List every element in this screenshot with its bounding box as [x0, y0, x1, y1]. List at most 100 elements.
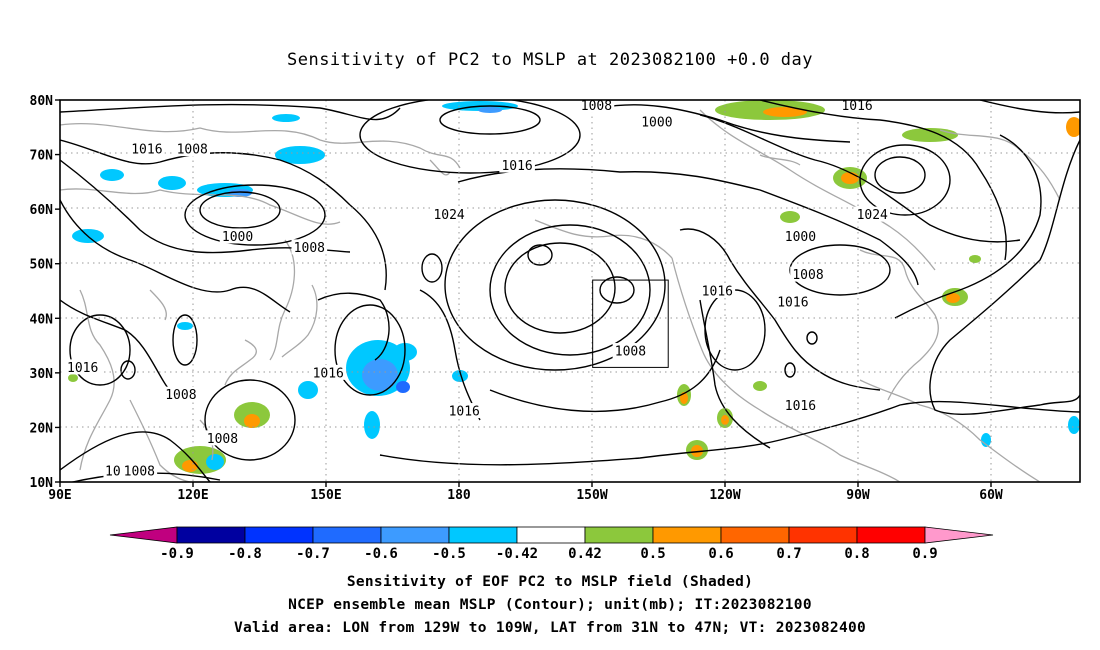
contour-label-bg [219, 228, 256, 244]
contour-label-bg [64, 359, 101, 375]
contour-label-bg [699, 283, 736, 298]
colorbar-swatch [448, 526, 518, 544]
contour-label: 1016 [785, 399, 816, 414]
contour-label: 1016 [501, 159, 532, 174]
contour-label: 1008 [124, 465, 155, 480]
colorbar-label: 0.9 [912, 546, 937, 562]
colorbar-label: 0.7 [776, 546, 801, 562]
contour-label: 1008 [207, 432, 238, 447]
shade-blob [753, 381, 767, 391]
lat-label: 60N [30, 203, 54, 218]
lat-label: 70N [30, 149, 54, 164]
contour-label-bg [291, 239, 328, 255]
gridlines [60, 100, 1080, 482]
shade-blob [244, 414, 260, 428]
colorbar-swatch [380, 526, 450, 544]
contour-label: 1016 [702, 285, 733, 300]
shade-blob [100, 169, 124, 181]
lat-label: 30N [30, 367, 54, 382]
contour-label: 1016 [67, 361, 98, 376]
contour-label-bg [612, 343, 649, 359]
lon-label: 60W [979, 488, 1003, 503]
colorbar-swatch [312, 526, 382, 544]
colorbar-low-arrow [109, 526, 178, 544]
contour-label: 1016 [449, 405, 480, 420]
shade-blob [206, 454, 224, 470]
lon-label: 90E [48, 488, 71, 503]
colorbar-label: 0.8 [844, 546, 869, 562]
longitude-labels: 90E 120E 150E 180 150W 120W 90W 60W [48, 482, 1003, 503]
lat-label: 20N [30, 421, 54, 436]
lat-label: 50N [30, 258, 54, 273]
chart-title: Sensitivity of PC2 to MSLP at 2023082100… [286, 50, 813, 70]
lat-label: 80N [30, 94, 54, 109]
contour-label: 1024 [433, 208, 464, 223]
contour-label-bg [578, 97, 615, 113]
contour-label: 1008 [177, 143, 208, 158]
mslp-contours [60, 100, 1080, 482]
colorbar-swatch [516, 526, 586, 544]
colorbar-label: -0.8 [228, 546, 262, 562]
shade-blob [298, 381, 318, 399]
contour-label-bg [639, 113, 675, 129]
lat-label: 40N [30, 312, 54, 327]
shade-blob [763, 107, 807, 117]
shade-blob [68, 374, 78, 382]
contour-label-bg [310, 364, 347, 380]
contour-label: 1016 [841, 99, 872, 114]
contour-label-bg [431, 206, 467, 222]
colorbar-high-arrow [924, 526, 994, 544]
lon-label: 120W [709, 488, 740, 503]
colorbar-swatch [856, 526, 926, 544]
colorbar-swatch [720, 526, 790, 544]
contour-label-bg [174, 141, 211, 157]
lon-label: 120E [177, 488, 208, 503]
colorbar-label: 0.5 [640, 546, 665, 562]
contour-label-bg [782, 228, 819, 244]
contour-label-bg [839, 97, 875, 113]
contour-label-bg [163, 386, 199, 402]
colorbar: -0.9 -0.8 -0.7 -0.6 -0.5 -0.42 0.42 0.5 0.6 0.7 0.… [109, 526, 994, 562]
lat-label: 10N [30, 476, 54, 491]
colorbar-label: -0.5 [432, 546, 466, 562]
contour-labels: 1008 1016 1000 1016 1008 1016 1024 1024 1000 1000… [64, 97, 891, 480]
contour-label-bg [129, 141, 165, 157]
valid-area-box [592, 279, 669, 368]
shade-blob [478, 107, 502, 113]
coastlines [60, 109, 1061, 482]
contour-label: 1008 [615, 345, 646, 360]
colorbar-label: 0.6 [708, 546, 733, 562]
contour-label-bg [121, 463, 158, 479]
contour-label: 1024 [857, 208, 888, 223]
contour-label: 1000 [785, 230, 816, 245]
colorbar-label: -0.7 [296, 546, 330, 562]
shade-blob [364, 411, 380, 439]
colorbar-swatch [176, 526, 246, 544]
shade-blob [691, 445, 703, 457]
colorbar-label: -0.6 [364, 546, 398, 562]
caption-line-2: NCEP ensemble mean MSLP (Contour); unit(… [288, 597, 812, 613]
shade-blob [158, 176, 186, 190]
contour-label: 1016 [777, 295, 808, 310]
shade-blob [362, 359, 398, 391]
contour-label: 1016 [131, 143, 162, 158]
map-frame [59, 99, 1081, 483]
shade-blob [452, 370, 468, 382]
shade-blob [841, 172, 859, 184]
latitude-labels: 80N 70N 60N 50N 40N 30N 20N 10N [30, 94, 60, 491]
caption-line-1: Sensitivity of EOF PC2 to MSLP field (Sh… [346, 574, 754, 590]
contour-label: 1008 [165, 388, 196, 403]
colorbar-label: -0.42 [496, 546, 538, 562]
contour-label: 1008 [792, 268, 823, 283]
contour-label: 10 [105, 465, 121, 480]
contour-label: 1008 [581, 99, 612, 114]
shade-blob [396, 381, 410, 393]
contour-label-bg [499, 157, 535, 173]
contour-label: 1008 [294, 241, 325, 256]
sensitivity-shading [68, 100, 1080, 474]
colorbar-label: 0.42 [568, 546, 602, 562]
colorbar-swatch [652, 526, 722, 544]
caption-line-3: Valid area: LON from 129W to 109W, LAT f… [233, 620, 867, 636]
lon-label: 150E [310, 488, 341, 503]
